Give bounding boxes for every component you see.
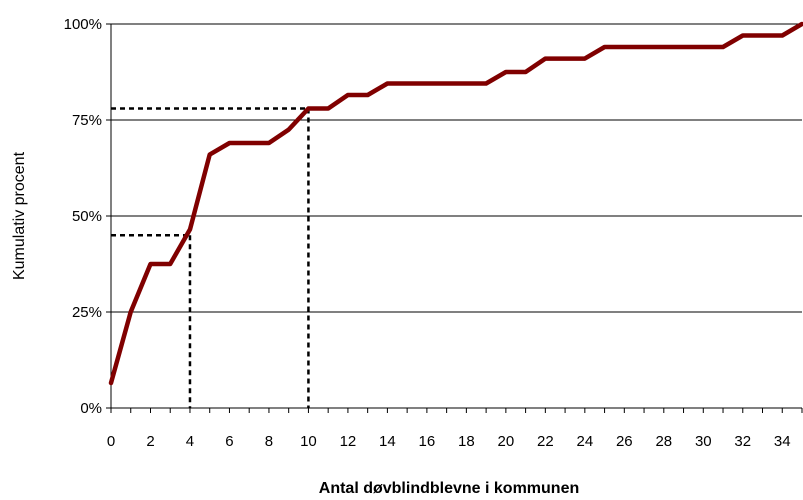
x-tick-label: 30 [695, 433, 712, 450]
x-tick-label: 4 [186, 433, 194, 450]
x-tick-label: 20 [498, 433, 515, 450]
x-tick-label: 2 [146, 433, 154, 450]
x-tick-label: 18 [458, 433, 475, 450]
y-tick-label: 50% [72, 208, 102, 225]
x-axis-title: Antal døvblindblevne i kommunen [319, 480, 579, 497]
reference-lines [111, 107, 310, 408]
x-tick-label: 22 [537, 433, 554, 450]
series-layer [108, 21, 803, 386]
y-tick-label: 25% [72, 304, 102, 321]
y-axis-title: Kumulativ procent [11, 151, 28, 280]
x-tick-label: 10 [300, 433, 317, 450]
axes [106, 23, 803, 413]
tick-labels: 0%25%50%75%100%0 2 4 6 8 10 12 14 16 18 20 22 24 26 28… [64, 16, 791, 450]
x-tick-label: 8 [265, 433, 273, 450]
gridlines [111, 23, 802, 313]
x-tick-label: 0 [107, 433, 115, 450]
x-tick-label: 26 [616, 433, 633, 450]
x-tick-label: 28 [655, 433, 672, 450]
y-tick-label: 75% [72, 112, 102, 129]
x-tick-label: 34 [774, 433, 791, 450]
y-tick-label: 0% [80, 400, 102, 417]
x-tick-label: 16 [419, 433, 436, 450]
y-tick-label: 100% [64, 16, 102, 33]
x-tick-label: 14 [379, 433, 396, 450]
x-tick-label: 6 [225, 433, 233, 450]
x-tick-label: 12 [340, 433, 357, 450]
x-tick-label: 24 [576, 433, 593, 450]
series-line-1 [108, 21, 803, 386]
x-tick-label: 32 [734, 433, 751, 450]
